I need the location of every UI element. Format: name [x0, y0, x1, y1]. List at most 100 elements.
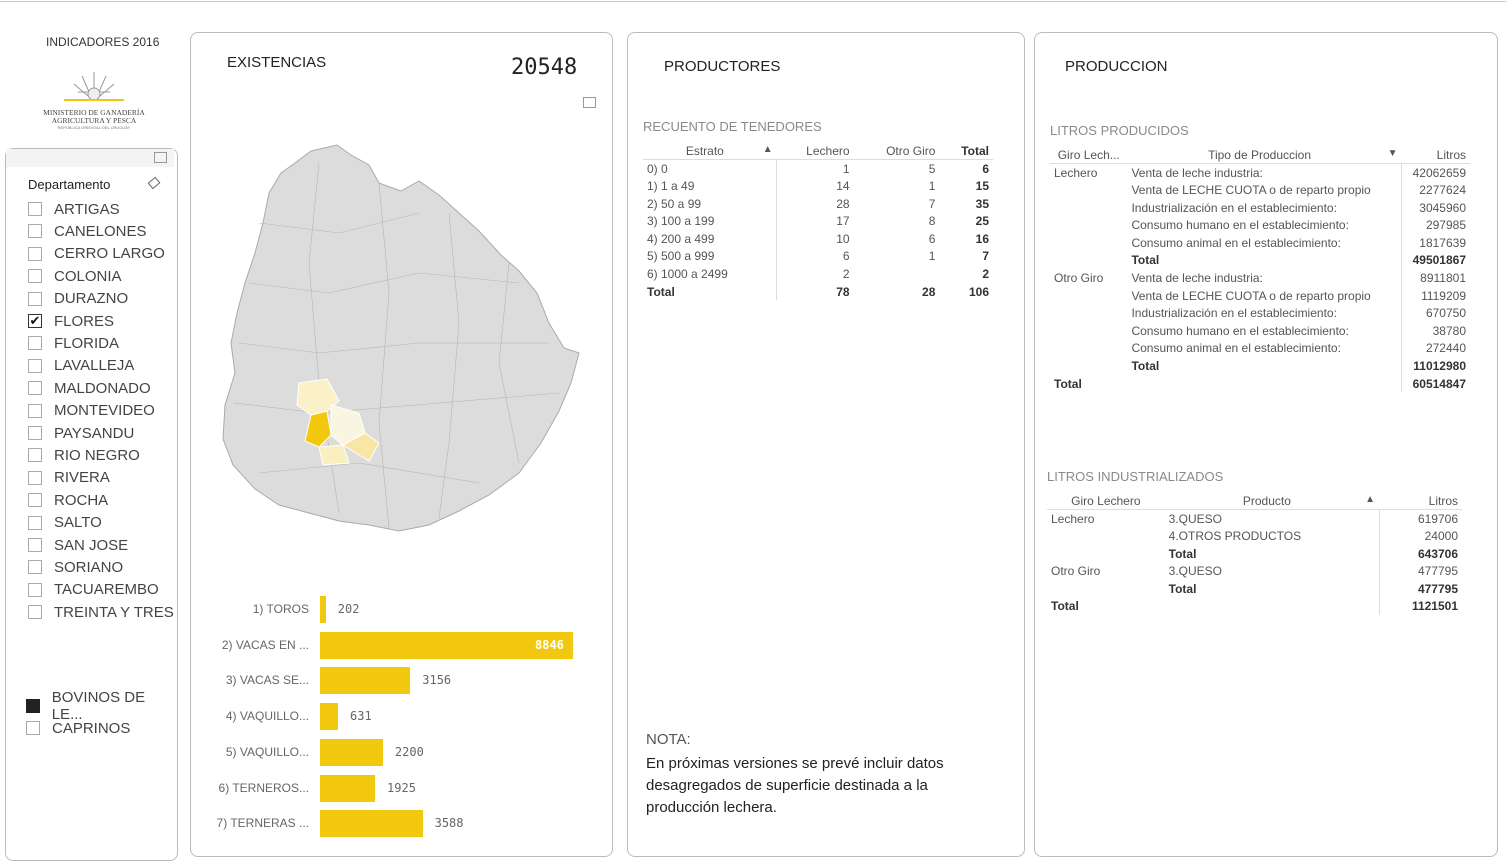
table-cell: 0) 0 — [643, 159, 778, 178]
slicer-item[interactable]: COLONIA — [28, 266, 122, 286]
table-cell: Industrialización en el establecimiento: — [1127, 198, 1403, 217]
bar[interactable] — [320, 703, 339, 731]
checkbox[interactable] — [28, 493, 42, 508]
table-cell: 17 — [836, 214, 850, 229]
slicer-item[interactable]: TACUAREMBO — [28, 580, 159, 600]
table-row: 4.OTROS PRODUCTOS 24000 — [1047, 527, 1462, 545]
checkbox[interactable] — [28, 224, 42, 239]
slicer-item[interactable]: RIO NEGRO — [28, 445, 140, 465]
checkbox[interactable] — [28, 246, 42, 261]
checkbox[interactable] — [28, 560, 42, 575]
slicer-item[interactable]: SORIANO — [28, 557, 123, 577]
slicer-item[interactable]: PAYSANDU — [28, 423, 134, 443]
column-header[interactable]: Giro Lech... — [1050, 146, 1128, 165]
table-cell: 5 — [928, 161, 936, 176]
checkbox[interactable] — [28, 403, 42, 418]
checkbox[interactable] — [28, 426, 42, 440]
checkbox[interactable] — [28, 515, 42, 530]
checkbox[interactable]: ✔ — [28, 313, 42, 328]
table-cell: 7 — [982, 249, 989, 264]
table-cell: Consumo humano en el establecimiento: — [1127, 216, 1403, 234]
slicer-item-label: FLORES — [54, 312, 115, 330]
checkbox[interactable] — [28, 470, 42, 485]
slicer-item[interactable]: SALTO — [28, 513, 102, 533]
column-header[interactable]: Litros — [1379, 492, 1462, 511]
column-header[interactable]: Total — [939, 142, 993, 161]
slicer-item[interactable]: MONTEVIDEO — [28, 401, 155, 421]
checkbox[interactable] — [28, 381, 42, 396]
bar[interactable] — [320, 631, 573, 659]
table-row: Lechero Venta de leche industria: 42062659 — [1050, 163, 1470, 182]
checkbox[interactable] — [28, 538, 42, 552]
slicer-item[interactable]: ✔ FLORES — [28, 311, 114, 331]
sort-desc-icon[interactable]: ▼ — [1387, 147, 1398, 159]
group-cell: Lechero — [1054, 165, 1098, 180]
existencias-title: EXISTENCIAS — [227, 54, 327, 71]
total-label: Total — [1054, 376, 1082, 391]
checkbox[interactable] — [28, 448, 42, 463]
table-cell: 1 — [928, 249, 936, 264]
header-label: Total — [961, 143, 989, 158]
slicer-item[interactable]: RIVERA — [28, 468, 110, 488]
column-header[interactable]: Tipo de Produccion ▼ — [1127, 146, 1402, 165]
neighbor-highlight — [318, 444, 350, 466]
expand-icon[interactable] — [154, 152, 167, 163]
slicer-item[interactable]: MALDONADO — [28, 378, 151, 398]
group-cell: Lechero — [1051, 511, 1095, 526]
nota-title: NOTA: — [646, 731, 691, 748]
checkbox[interactable] — [28, 582, 42, 597]
checkbox[interactable] — [28, 269, 42, 284]
slicer-item[interactable]: SAN JOSE — [28, 535, 128, 555]
logo-text: MINISTERIO DE GANADERÍA AGRICULTURA Y PE… — [43, 108, 145, 125]
column-header[interactable]: Estrato ▲ — [643, 142, 777, 161]
species-item[interactable]: CAPRINOS — [26, 718, 130, 738]
slicer-item-label: FLORIDA — [54, 334, 120, 352]
bar[interactable] — [320, 738, 383, 766]
slicer-item[interactable]: CERRO LARGO — [28, 244, 165, 264]
slicer-item[interactable]: DURAZNO — [28, 289, 128, 309]
table-row: Otro Giro Venta de leche industria: 891180… — [1050, 269, 1470, 287]
column-header[interactable]: Giro Lechero — [1047, 492, 1165, 511]
litros-producidos-subtitle: LITROS PRODUCIDOS — [1050, 123, 1189, 138]
slicer-item-label: DURAZNO — [54, 290, 129, 308]
bar[interactable] — [320, 810, 423, 838]
table-cell: 3) 100 a 199 — [643, 212, 778, 230]
value-cell: 3045960 — [1419, 200, 1466, 215]
table-cell: 6 — [928, 231, 936, 246]
checkbox[interactable] — [28, 291, 42, 306]
bar[interactable] — [320, 774, 376, 802]
checkbox[interactable] — [28, 336, 42, 351]
value-cell: 2277624 — [1419, 182, 1466, 197]
litros-producidos-table: Giro Lech... Tipo de Produccion ▼ Litros Lec… — [1050, 146, 1470, 393]
table-row: 5) 500 a 999 6 1 7 — [643, 247, 993, 266]
sort-asc-icon[interactable]: ▲ — [762, 143, 773, 155]
checkbox[interactable] — [26, 699, 40, 713]
eraser-icon[interactable] — [147, 176, 161, 190]
slicer-item[interactable]: TREINTA Y TRES — [28, 602, 174, 622]
column-header[interactable]: Otro Giro — [853, 142, 940, 161]
slicer-item[interactable]: LAVALLEJA — [28, 356, 134, 376]
species-item[interactable]: BOVINOS DE LE... — [26, 689, 177, 723]
slicer-item[interactable]: FLORIDA — [28, 333, 119, 353]
checkbox[interactable] — [28, 358, 42, 373]
report-title: INDICADORES 2016 — [46, 35, 160, 49]
checkbox[interactable] — [26, 721, 40, 735]
sort-asc-icon[interactable]: ▲ — [1365, 493, 1376, 505]
uruguay-map[interactable] — [219, 143, 584, 538]
expand-icon[interactable] — [583, 97, 596, 108]
checkbox[interactable] — [28, 202, 42, 216]
table-cell: 35 — [975, 196, 989, 211]
header-label: Giro Lech... — [1057, 147, 1120, 162]
column-header[interactable]: Producto ▲ — [1164, 492, 1380, 511]
group-cell — [1050, 199, 1127, 217]
slicer-item[interactable]: CANELONES — [28, 221, 147, 241]
bar[interactable] — [320, 667, 411, 695]
table-row: Venta de LECHE CUOTA o de reparto propio… — [1050, 181, 1470, 199]
slicer-item[interactable]: ROCHA — [28, 490, 108, 510]
slicer-item[interactable]: ARTIGAS — [28, 199, 120, 219]
produccion-card: PRODUCCION LITROS PRODUCIDOS Giro Lech..… — [1034, 32, 1498, 857]
checkbox[interactable] — [28, 605, 42, 620]
bar[interactable] — [320, 596, 326, 623]
column-header[interactable]: Lechero — [776, 142, 854, 161]
column-header[interactable]: Litros — [1401, 146, 1470, 165]
